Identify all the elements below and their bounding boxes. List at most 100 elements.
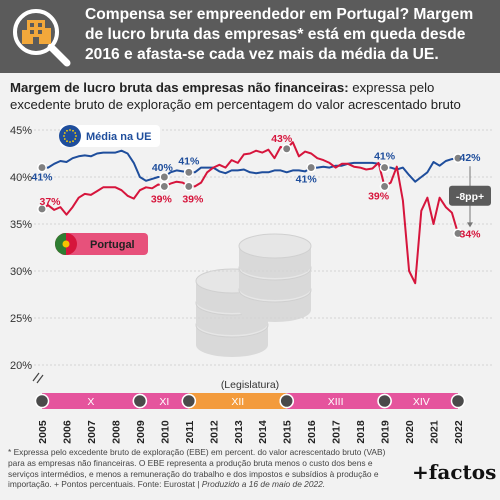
x-tick-label: 2021 — [429, 420, 441, 444]
legend-ue-label: Média na UE — [86, 131, 151, 143]
data-label: 43% — [271, 133, 293, 145]
legislature-marker — [377, 393, 392, 409]
coin-bottom — [239, 276, 311, 300]
y-tick-label: 35% — [10, 219, 32, 231]
x-tick-label: 2016 — [306, 420, 318, 444]
eu-star — [74, 132, 77, 134]
y-tick-label: 30% — [10, 266, 32, 278]
legislature-marker — [132, 393, 148, 409]
magnifier-building-icon — [13, 9, 71, 67]
data-marker — [379, 181, 390, 192]
legislature-label: XI — [159, 396, 169, 408]
coin-bottom — [239, 254, 311, 278]
brand-logo: +factos — [412, 460, 497, 484]
x-tick-label: 2017 — [331, 420, 343, 444]
eu-star — [75, 135, 77, 137]
x-tick-label: 2015 — [282, 420, 294, 444]
x-tick-label: 2018 — [355, 420, 367, 444]
coins-illustration — [195, 233, 312, 357]
data-marker — [159, 181, 170, 192]
eu-star — [63, 135, 65, 137]
data-marker — [159, 172, 170, 182]
gap-arrow-head — [467, 222, 473, 228]
data-marker — [183, 167, 194, 178]
legislature-band — [139, 393, 189, 409]
legislature-band — [42, 393, 140, 409]
coin-bottom — [239, 298, 311, 322]
data-label: 39% — [151, 193, 173, 205]
data-label: 40% — [152, 162, 174, 174]
data-label: 41% — [374, 151, 396, 163]
legislature-marker — [279, 393, 294, 409]
eu-star — [63, 138, 66, 140]
legend-pt-label: Portugal — [90, 239, 135, 251]
legend-pt-box — [60, 233, 148, 255]
legislature-marker — [450, 393, 466, 409]
legislature-label: X — [87, 396, 94, 408]
data-marker — [37, 204, 47, 214]
legend-ue-box — [60, 125, 160, 147]
x-tick-label: 2010 — [159, 420, 171, 444]
header-banner: Compensa ser empreendedor em Portugal? M… — [0, 0, 500, 73]
chart-subtitle: Margem de lucro bruta das empresas não f… — [10, 79, 495, 113]
data-marker — [183, 181, 194, 192]
coin-bottom — [196, 333, 268, 357]
eu-star — [69, 141, 71, 143]
chart: 20% 25% 30% 35% 40% 45% (Legislatura) X XI XII XI… — [10, 125, 493, 444]
legislature-label: XIII — [328, 396, 344, 408]
portugal-flag-green — [55, 233, 66, 255]
legislature-band — [188, 393, 287, 409]
data-marker — [306, 162, 317, 173]
footnote: * Expressa pelo excedente bruto de explo… — [8, 447, 393, 490]
x-tick-label: 2011 — [184, 420, 196, 443]
x-tick-label: 2019 — [380, 420, 392, 444]
y-tick-label: 20% — [10, 360, 32, 372]
eu-star — [66, 140, 68, 143]
legislature-band — [286, 393, 385, 409]
x-tick-label: 2012 — [208, 420, 220, 444]
eu-star — [72, 140, 74, 143]
x-tick-label: 2014 — [257, 420, 269, 444]
data-label: 42% — [459, 152, 481, 164]
data-marker — [453, 153, 463, 164]
gap-badge — [449, 185, 491, 206]
data-label: 39% — [182, 193, 204, 205]
data-label: 37% — [39, 196, 61, 208]
x-tick-label: 2005 — [37, 420, 49, 444]
subtitle-rest: expressa pelo excedente bruto de explora… — [10, 80, 461, 112]
legislature-marker — [34, 393, 50, 409]
legislature-band — [384, 393, 458, 409]
subtitle-bold: Margem de lucro bruta das empresas não f… — [10, 80, 349, 95]
legislature-label: XII — [231, 396, 244, 408]
x-tick-label: 2007 — [86, 420, 98, 444]
data-label: 41% — [178, 155, 200, 167]
legislature-title: (Legislatura) — [221, 379, 279, 391]
gap-label: -8pp+ — [456, 191, 484, 203]
legislature-marker — [181, 393, 197, 409]
coin-top — [238, 233, 312, 259]
data-label: 39% — [368, 190, 390, 202]
x-tick-label: 2022 — [453, 420, 465, 444]
eu-star — [69, 129, 71, 131]
x-tick-label: 2009 — [135, 420, 147, 444]
data-marker — [37, 162, 47, 173]
eu-flag-icon — [59, 125, 81, 147]
data-label: 34% — [459, 228, 481, 240]
eu-star — [72, 129, 74, 132]
y-tick-label: 45% — [10, 125, 32, 137]
x-tick-label: 2020 — [404, 420, 416, 444]
y-tick-label: 25% — [10, 313, 32, 325]
x-tick-label: 2006 — [61, 420, 73, 444]
page-title: Compensa ser empreendedor em Portugal? M… — [85, 6, 474, 63]
footnote-date: Produzido a 16 de maio de 2022. — [201, 479, 326, 490]
eu-star — [66, 129, 68, 132]
x-tick-label: 2008 — [110, 420, 122, 444]
data-marker — [379, 162, 390, 173]
data-marker — [453, 228, 463, 239]
data-label: 41% — [296, 174, 318, 186]
y-tick-label: 40% — [10, 172, 32, 184]
axis-break-icon — [32, 372, 44, 384]
data-marker — [281, 143, 292, 154]
eu-star — [63, 132, 66, 134]
data-label: 41% — [31, 172, 53, 184]
